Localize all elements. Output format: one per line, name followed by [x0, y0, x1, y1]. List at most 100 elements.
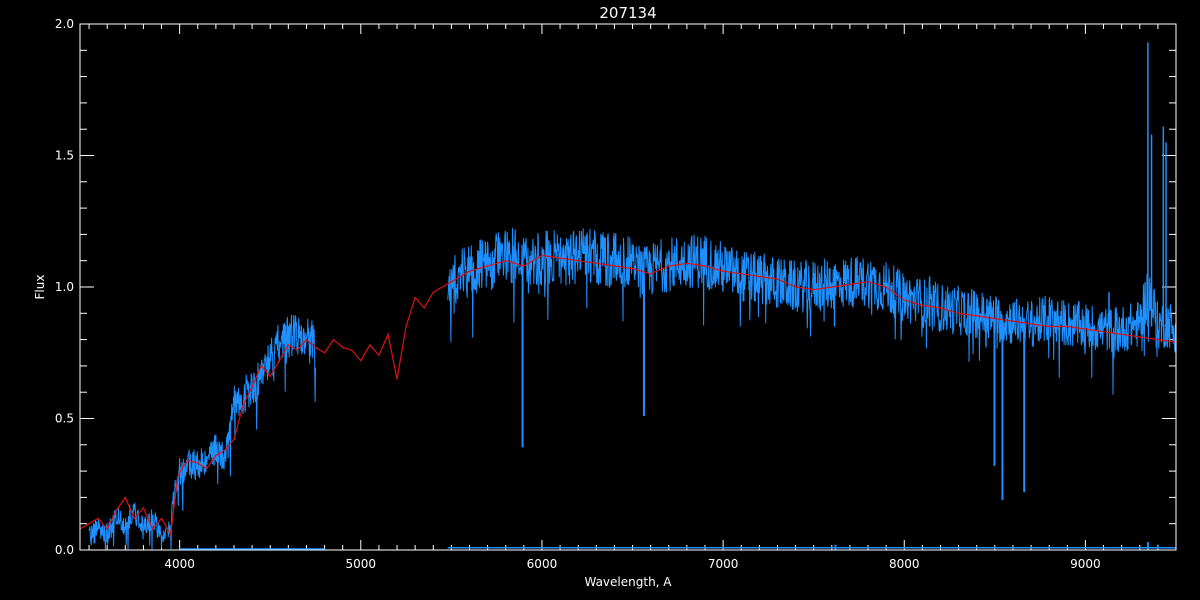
model-point: [1121, 333, 1123, 335]
model-point: [976, 315, 978, 317]
model-point: [169, 533, 172, 535]
model-point: [124, 496, 126, 498]
x-tick-label: 5000: [346, 557, 377, 571]
axes-frame: [79, 23, 1177, 551]
model-point: [160, 517, 163, 520]
plot-area: [79, 42, 1177, 551]
model-point: [88, 523, 90, 525]
model-point: [921, 304, 923, 307]
model-point: [215, 454, 217, 456]
model-point: [1030, 323, 1032, 325]
chart-title: 207134: [599, 4, 656, 22]
model-point: [251, 386, 253, 388]
model-point: [342, 346, 344, 349]
model-point: [314, 346, 317, 349]
model-point: [813, 289, 815, 291]
model-point: [595, 262, 597, 264]
model-point: [387, 333, 389, 335]
model-point: [423, 307, 425, 309]
model-point: [505, 260, 507, 262]
model-point: [1157, 339, 1159, 341]
model-point: [577, 260, 579, 262]
model-point: [939, 307, 942, 309]
model-point: [686, 262, 688, 264]
model-point: [97, 517, 99, 520]
model-point: [351, 349, 353, 351]
x-tick-label: 7000: [708, 557, 739, 571]
model-point: [233, 438, 235, 441]
model-point: [1012, 320, 1014, 322]
model-point: [305, 339, 308, 341]
y-axis-label: Flux: [33, 275, 47, 300]
model-point: [559, 257, 561, 259]
model-point: [177, 475, 179, 477]
model-point: [758, 275, 760, 278]
model-point: [776, 278, 779, 280]
model-point: [994, 317, 996, 320]
model-point: [224, 449, 226, 451]
model-point: [115, 509, 117, 512]
x-tick-label: 4000: [164, 557, 195, 571]
model-point: [450, 281, 452, 283]
model-point: [541, 254, 543, 257]
model-point: [188, 459, 190, 462]
model-point: [142, 507, 145, 509]
model-point: [287, 344, 289, 346]
observed-spectrum-segment-1: [447, 228, 1177, 395]
model-point: [831, 286, 833, 288]
model-point: [867, 281, 869, 283]
model-point: [414, 296, 416, 299]
model-point: [133, 517, 135, 520]
model-point: [441, 286, 443, 288]
model-point: [296, 349, 298, 351]
model-point: [432, 291, 434, 293]
model-point: [704, 265, 706, 267]
model-point: [885, 286, 887, 288]
model-point: [1084, 328, 1087, 330]
x-tick-label: 8000: [889, 557, 920, 571]
model-point: [360, 360, 362, 362]
model-point: [260, 365, 262, 367]
model-point: [668, 265, 670, 267]
model-point: [650, 273, 652, 275]
model-point: [333, 339, 335, 341]
model-point: [182, 465, 184, 467]
model-point: [613, 265, 616, 267]
model-point: [1102, 331, 1105, 333]
model-point: [1139, 336, 1141, 338]
model-point: [378, 354, 380, 356]
observed-spectrum-segment-0: [88, 314, 316, 551]
model-point: [206, 467, 208, 470]
model-point: [740, 273, 742, 275]
model-point: [794, 286, 797, 288]
model-point: [269, 375, 271, 378]
model-point: [197, 462, 199, 464]
model-point: [151, 528, 154, 530]
model-point: [903, 299, 905, 301]
model-point: [396, 378, 398, 380]
model-point: [849, 283, 851, 285]
y-tick-label: 1.0: [55, 280, 74, 294]
x-tick-label: 9000: [1070, 557, 1101, 571]
model-point: [242, 404, 244, 406]
model-point: [468, 270, 471, 272]
model-point: [106, 528, 108, 530]
model-point: [958, 312, 960, 314]
model-point: [278, 360, 280, 362]
model-point: [1048, 325, 1050, 328]
model-point: [631, 267, 634, 270]
y-tick-label: 1.5: [55, 149, 74, 163]
y-tick-label: 0.0: [55, 543, 74, 557]
model-point: [323, 352, 326, 354]
y-tick-label: 2.0: [55, 17, 74, 31]
model-point: [1066, 325, 1068, 328]
model-point: [405, 325, 407, 328]
model-point: [722, 270, 724, 272]
model-point: [487, 265, 489, 267]
x-tick-label: 6000: [527, 557, 558, 571]
model-point: [523, 265, 525, 267]
x-axis-label: Wavelength, A: [584, 575, 672, 589]
y-tick-label: 0.5: [55, 412, 74, 426]
